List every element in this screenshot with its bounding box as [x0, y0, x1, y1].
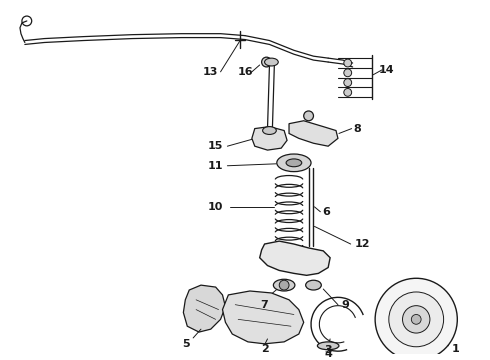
Circle shape [389, 292, 443, 347]
Polygon shape [289, 121, 338, 146]
Ellipse shape [265, 58, 278, 66]
Ellipse shape [318, 342, 339, 350]
Ellipse shape [263, 127, 276, 134]
Circle shape [411, 315, 421, 324]
Circle shape [344, 59, 352, 67]
Text: 3: 3 [324, 345, 332, 355]
Text: 4: 4 [324, 348, 332, 359]
Ellipse shape [306, 280, 321, 290]
Circle shape [375, 278, 457, 360]
Circle shape [402, 306, 430, 333]
Text: 11: 11 [208, 161, 223, 171]
Text: 6: 6 [322, 207, 330, 217]
Text: 10: 10 [208, 202, 223, 212]
Text: 12: 12 [355, 239, 370, 249]
Circle shape [344, 69, 352, 77]
Text: 9: 9 [342, 300, 350, 310]
Text: 2: 2 [261, 344, 269, 354]
Text: 13: 13 [203, 67, 219, 77]
Ellipse shape [286, 159, 302, 167]
Ellipse shape [277, 154, 311, 172]
Polygon shape [183, 285, 225, 332]
Text: 16: 16 [237, 67, 253, 77]
Text: 14: 14 [379, 65, 394, 75]
Polygon shape [252, 127, 287, 150]
Text: 8: 8 [354, 123, 362, 134]
Circle shape [344, 79, 352, 86]
Text: 1: 1 [451, 344, 459, 354]
Text: 5: 5 [182, 339, 190, 349]
Ellipse shape [273, 279, 295, 291]
Polygon shape [260, 241, 330, 275]
Circle shape [304, 111, 314, 121]
Circle shape [344, 89, 352, 96]
Circle shape [279, 280, 289, 290]
Text: 7: 7 [261, 300, 269, 310]
Polygon shape [222, 291, 304, 344]
Circle shape [262, 57, 271, 67]
Text: 15: 15 [208, 141, 223, 151]
